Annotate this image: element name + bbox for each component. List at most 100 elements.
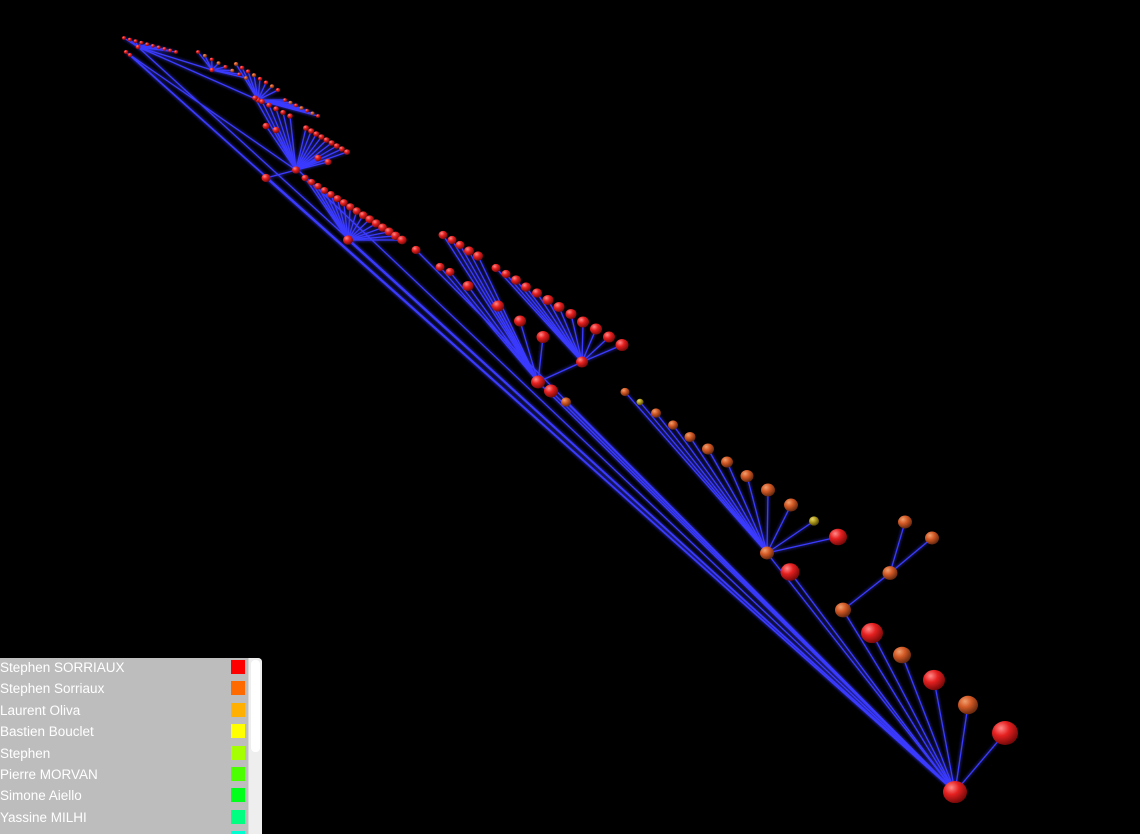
graph-node-sphere[interactable] — [514, 315, 526, 327]
graph-node-sphere[interactable] — [287, 113, 293, 119]
graph-node-sphere[interactable] — [501, 269, 511, 279]
graph-node-sphere[interactable] — [761, 483, 775, 497]
graph-node-sphere[interactable] — [384, 227, 394, 236]
graph-node-sphere[interactable] — [303, 125, 309, 131]
graph-node-sphere[interactable] — [301, 174, 309, 182]
graph-node-sphere[interactable] — [308, 128, 315, 134]
graph-node-sphere[interactable] — [122, 36, 126, 40]
graph-node-sphere[interactable] — [344, 149, 350, 155]
graph-node-sphere[interactable] — [438, 230, 448, 240]
graph-node-sphere[interactable] — [809, 516, 819, 526]
graph-node-sphere[interactable] — [492, 300, 504, 312]
graph-node-sphere[interactable] — [435, 262, 445, 272]
graph-node-sphere[interactable] — [275, 87, 281, 93]
graph-node-sphere[interactable] — [620, 387, 630, 397]
graph-node-sphere[interactable] — [233, 61, 239, 67]
graph-node-sphere[interactable] — [324, 158, 332, 166]
graph-node-sphere[interactable] — [898, 515, 912, 529]
legend-scrollbar-thumb[interactable] — [251, 660, 260, 752]
graph-node-sphere[interactable] — [532, 288, 542, 298]
graph-node-sphere[interactable] — [123, 49, 129, 55]
graph-node-sphere[interactable] — [127, 52, 133, 58]
graph-node-sphere[interactable] — [127, 37, 132, 42]
graph-node-sphere[interactable] — [378, 223, 388, 232]
graph-node-sphere[interactable] — [327, 191, 335, 199]
graph-node-sphere[interactable] — [343, 235, 353, 245]
graph-node-sphere[interactable] — [292, 166, 300, 174]
graph-node-sphere[interactable] — [536, 331, 550, 343]
graph-node-sphere[interactable] — [829, 528, 847, 546]
graph-node-sphere[interactable] — [702, 443, 714, 455]
graph-node-sphere[interactable] — [565, 308, 577, 320]
graph-node-sphere[interactable] — [721, 456, 733, 468]
graph-node-sphere[interactable] — [305, 108, 309, 113]
graph-node-sphere[interactable] — [162, 47, 167, 51]
graph-node-sphere[interactable] — [893, 646, 911, 664]
graph-node-sphere[interactable] — [553, 301, 565, 313]
graph-node-sphere[interactable] — [861, 622, 883, 644]
graph-node-sphere[interactable] — [209, 67, 215, 73]
graph-node-sphere[interactable] — [544, 384, 558, 398]
graph-node-sphere[interactable] — [310, 111, 315, 116]
graph-node-sphere[interactable] — [339, 199, 348, 207]
graph-node-sphere[interactable] — [338, 146, 345, 152]
graph-node-sphere[interactable] — [992, 721, 1018, 745]
graph-node-sphere[interactable] — [333, 195, 342, 203]
graph-node-sphere[interactable] — [262, 122, 270, 130]
graph-node-sphere[interactable] — [307, 178, 316, 186]
graph-node-sphere[interactable] — [216, 61, 221, 65]
graph-node-sphere[interactable] — [784, 498, 798, 512]
graph-node-sphere[interactable] — [511, 275, 521, 285]
graph-node-sphere[interactable] — [577, 316, 589, 328]
graph-node-sphere[interactable] — [561, 397, 571, 407]
graph-node-sphere[interactable] — [257, 76, 263, 81]
graph-node-sphere[interactable] — [299, 106, 304, 110]
graph-node-sphere[interactable] — [882, 566, 898, 580]
graph-node-sphere[interactable] — [328, 140, 335, 146]
legend-scrollbar[interactable] — [248, 658, 262, 834]
graph-node-sphere[interactable] — [174, 50, 178, 54]
graph-node-sphere[interactable] — [133, 39, 138, 43]
graph-node-sphere[interactable] — [261, 173, 271, 183]
graph-node-sphere[interactable] — [314, 154, 322, 162]
graph-node-sphere[interactable] — [473, 251, 483, 261]
graph-node-sphere[interactable] — [139, 40, 144, 45]
graph-node-sphere[interactable] — [196, 50, 200, 54]
graph-node-sphere[interactable] — [209, 57, 214, 62]
graph-node-sphere[interactable] — [455, 240, 465, 250]
graph-node-sphere[interactable] — [447, 235, 457, 245]
graph-node-sphere[interactable] — [266, 102, 272, 108]
graph-node-sphere[interactable] — [251, 73, 257, 78]
graph-node-sphere[interactable] — [925, 531, 939, 545]
graph-node-sphere[interactable] — [923, 669, 945, 691]
graph-node-sphere[interactable] — [636, 398, 644, 406]
graph-node-sphere[interactable] — [316, 114, 320, 118]
graph-node-sphere[interactable] — [320, 186, 329, 194]
graph-node-sphere[interactable] — [294, 103, 298, 108]
graph-node-sphere[interactable] — [615, 339, 629, 351]
graph-node-sphere[interactable] — [269, 84, 275, 89]
graph-node-sphere[interactable] — [411, 245, 421, 255]
graph-node-sphere[interactable] — [244, 76, 248, 80]
graph-node-sphere[interactable] — [651, 408, 661, 418]
graph-node-sphere[interactable] — [263, 80, 269, 85]
graph-node-sphere[interactable] — [491, 263, 501, 273]
graph-node-sphere[interactable] — [273, 106, 279, 112]
graph-node-sphere[interactable] — [145, 42, 150, 47]
graph-node-sphere[interactable] — [521, 282, 531, 292]
graph-node-sphere[interactable] — [943, 780, 967, 804]
graph-node-sphere[interactable] — [245, 69, 251, 74]
graph-node-sphere[interactable] — [230, 68, 235, 73]
graph-node-sphere[interactable] — [668, 420, 678, 430]
graph-node-sphere[interactable] — [531, 375, 545, 389]
graph-node-sphere[interactable] — [323, 137, 330, 143]
graph-node-sphere[interactable] — [313, 131, 320, 137]
graph-node-sphere[interactable] — [958, 695, 978, 715]
graph-node-sphere[interactable] — [259, 99, 265, 105]
graph-node-sphere[interactable] — [314, 182, 322, 190]
graph-node-sphere[interactable] — [283, 98, 287, 102]
graph-node-sphere[interactable] — [684, 431, 696, 443]
graph-node-sphere[interactable] — [464, 246, 474, 256]
graph-node-sphere[interactable] — [272, 126, 280, 134]
